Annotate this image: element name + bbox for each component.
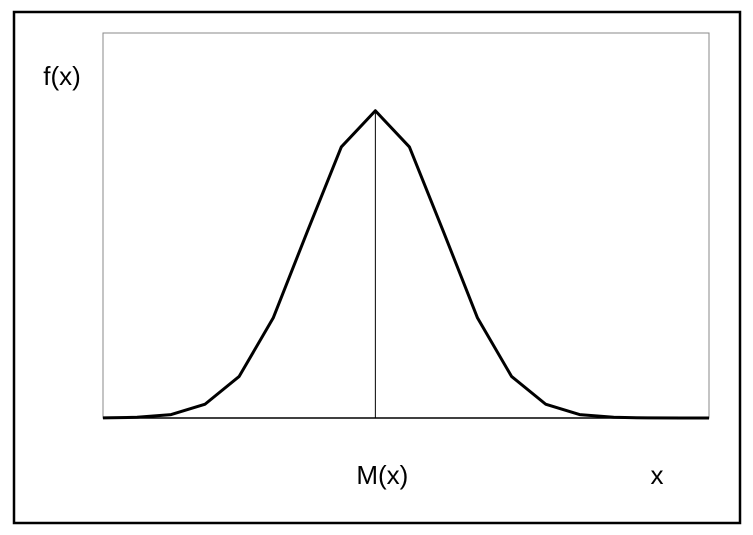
outer-frame: [12, 10, 742, 525]
x-axis-label: x: [651, 460, 664, 490]
mean-label: M(x): [356, 460, 408, 490]
plot-frame: [102, 32, 710, 419]
density-curve: [102, 109, 709, 420]
y-axis-label: f(x): [43, 61, 81, 91]
